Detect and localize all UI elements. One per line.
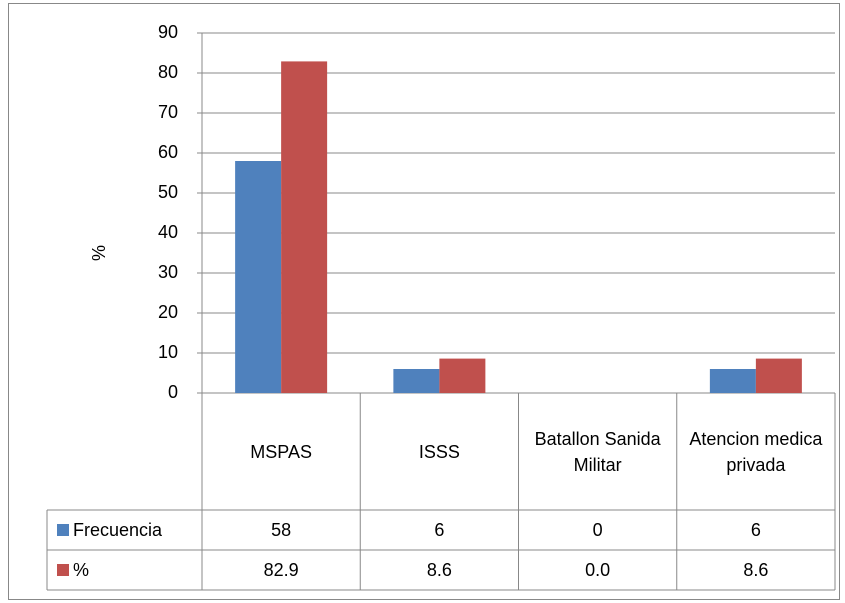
y-tick-label: 20 <box>158 302 178 322</box>
y-tick-label: 70 <box>158 102 178 122</box>
category-label: Atencion medica privada <box>689 428 823 475</box>
y-tick-label: 60 <box>158 142 178 162</box>
y-tick-label: 40 <box>158 222 178 242</box>
table-value: 58 <box>271 520 292 540</box>
legend-label: % <box>73 560 90 580</box>
table-value: 0 <box>592 520 603 540</box>
table-value: 8.6 <box>743 560 769 580</box>
table-value: 82.9 <box>263 560 299 580</box>
table-value: 6 <box>434 520 445 540</box>
y-tick-label: 0 <box>168 382 178 402</box>
y-tick-label: 30 <box>158 262 178 282</box>
bar <box>393 369 440 393</box>
bar <box>755 358 802 393</box>
category-label: MSPAS <box>250 441 312 462</box>
y-tick-label: 80 <box>158 62 178 82</box>
legend-swatch <box>57 564 69 576</box>
table-value: 6 <box>750 520 761 540</box>
y-tick-label: 90 <box>158 22 178 42</box>
bar <box>439 358 486 393</box>
legend-swatch <box>57 524 69 536</box>
y-axis-label: % <box>89 245 109 261</box>
bar <box>281 61 328 394</box>
legend-label: Frecuencia <box>73 520 163 540</box>
category-label: ISSS <box>418 441 460 462</box>
category-label: Batallon Sanida Militar <box>534 428 661 475</box>
chart-border <box>8 3 840 600</box>
bar <box>235 161 282 393</box>
bar <box>709 369 756 393</box>
table-value: 8.6 <box>426 560 452 580</box>
table-value: 0.0 <box>585 560 611 580</box>
y-tick-label: 50 <box>158 182 178 202</box>
y-tick-label: 10 <box>158 342 178 362</box>
